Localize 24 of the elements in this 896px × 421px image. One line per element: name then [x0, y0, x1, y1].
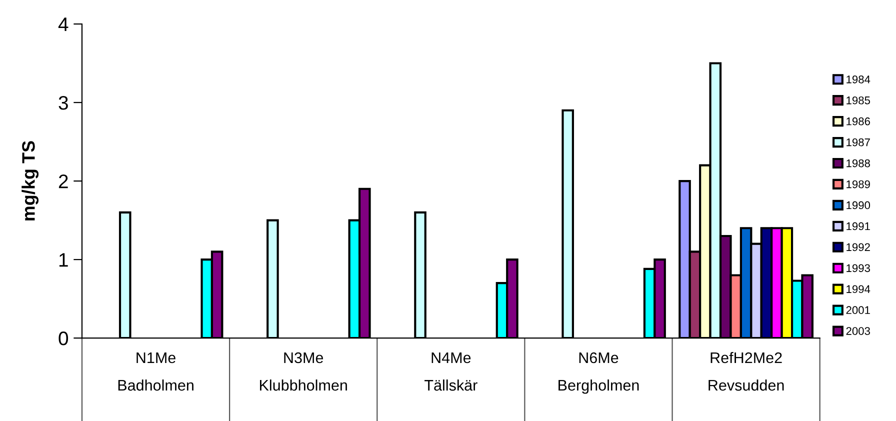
y-tick-label: 3: [58, 96, 68, 110]
y-axis-title: mg/kg TS: [22, 141, 39, 220]
x-tick-label: RefH2Me2 Revsudden: [708, 352, 784, 391]
legend-label: 1990: [846, 201, 870, 210]
legend-label: 1988: [846, 159, 870, 168]
y-tick-label: 4: [58, 18, 68, 32]
y-tick-label: 2: [58, 174, 68, 188]
legend-label: 1994: [846, 285, 870, 294]
legend-label: 1987: [846, 138, 870, 146]
legend-label: 1993: [846, 264, 870, 272]
y-tick-label: 1: [59, 253, 68, 267]
x-tick-label: N1Me Badholmen: [118, 352, 194, 391]
legend-label: 2001: [846, 306, 870, 314]
legend-label: 2003: [846, 327, 870, 335]
x-tick-label: N6Me Bergholmen: [558, 352, 639, 394]
legend-label: 1985: [846, 96, 870, 104]
y-tick-label: 0: [58, 332, 68, 346]
legend-label: 1992: [846, 243, 870, 252]
legend-label: 1984: [846, 75, 870, 84]
legend-label: 1991: [846, 222, 870, 230]
x-tick-label: N4Me Tällskär: [424, 352, 478, 391]
legend-label: 1989: [846, 180, 870, 188]
legend-label: 1986: [846, 117, 870, 126]
x-tick-label: N3Me Klubbholmen: [260, 352, 347, 391]
